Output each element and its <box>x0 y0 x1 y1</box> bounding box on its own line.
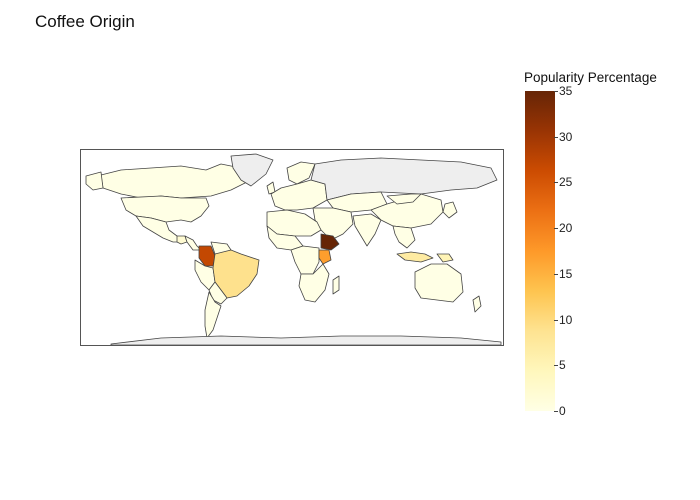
country-indonesia[interactable] <box>396 251 434 263</box>
world-map[interactable] <box>80 149 504 346</box>
colorbar-tick-label: 10 <box>553 312 573 327</box>
country-kenya[interactable] <box>318 249 332 265</box>
colorbar-title: Popularity Percentage <box>524 70 657 85</box>
colorbar-tick-label: 0 <box>554 404 566 418</box>
country-guatemala[interactable] <box>176 235 188 245</box>
colorbar <box>525 91 555 411</box>
country-india[interactable] <box>352 213 382 247</box>
colorbar-tick-label: 30 <box>553 129 573 144</box>
country-korea-japan[interactable] <box>442 201 458 219</box>
country-brazil[interactable] <box>212 249 260 299</box>
country-ethiopia[interactable] <box>320 233 340 251</box>
country-canada[interactable] <box>100 163 252 199</box>
country-central-africa[interactable] <box>290 245 320 275</box>
country-mongolia[interactable] <box>386 193 422 205</box>
country-russia[interactable] <box>310 157 498 201</box>
chart-title: Coffee Origin <box>35 12 135 31</box>
country-alaska[interactable] <box>85 171 104 191</box>
country-greenland[interactable] <box>230 153 274 187</box>
country-madagascar[interactable] <box>332 275 340 295</box>
colorbar-ticks: 0 5 10 15 20 25 30 35 <box>553 84 596 418</box>
country-australia[interactable] <box>414 263 464 303</box>
colorbar-tick-label: 35 <box>553 84 573 98</box>
colorbar-tick-label: 5 <box>554 358 566 373</box>
colorbar-tick-label: 15 <box>553 266 573 281</box>
country-new-zealand[interactable] <box>472 295 482 313</box>
country-southeast-asia[interactable] <box>392 225 416 249</box>
country-papua-new-guinea[interactable] <box>436 253 454 263</box>
colorbar-tick-label: 25 <box>553 175 573 190</box>
country-antarctica[interactable] <box>110 335 502 345</box>
country-scandinavia[interactable] <box>286 161 316 185</box>
colorbar-tick-label: 20 <box>553 221 573 236</box>
country-argentina-chile[interactable] <box>204 291 222 339</box>
map-canvas[interactable] <box>81 150 503 345</box>
country-southern-africa[interactable] <box>298 263 330 303</box>
